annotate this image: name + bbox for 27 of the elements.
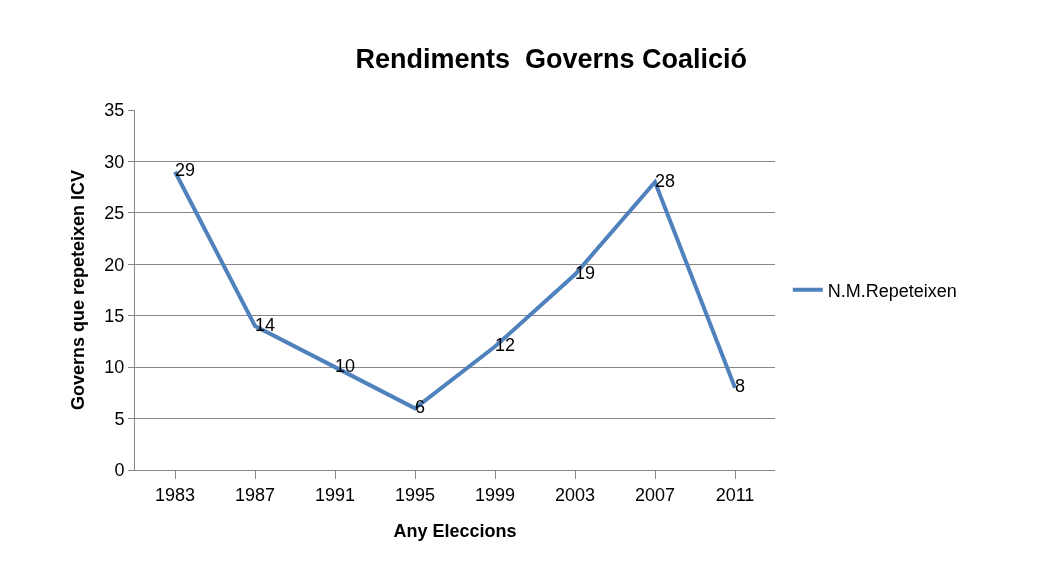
x-tick-label: 2007 xyxy=(634,484,676,505)
data-label: 10 xyxy=(335,355,356,376)
x-tick-label: 1999 xyxy=(474,484,516,505)
data-label: 19 xyxy=(575,263,596,284)
x-tick-label: 1991 xyxy=(314,484,356,505)
y-tick-label: 30 xyxy=(104,151,125,172)
y-tick-label: 0 xyxy=(114,460,125,481)
y-tick-label: 15 xyxy=(104,306,125,327)
y-tick-label: 5 xyxy=(114,408,125,429)
y-tick-label: 20 xyxy=(104,254,125,275)
x-tick-label: 1983 xyxy=(154,484,196,505)
data-label: 8 xyxy=(735,376,746,397)
data-label: 12 xyxy=(495,335,516,356)
data-label: 29 xyxy=(175,160,196,181)
y-tick-label: 35 xyxy=(104,100,125,121)
x-tick-label: 1987 xyxy=(234,484,276,505)
x-tick-label: 1995 xyxy=(394,484,436,505)
x-tick-label: 2003 xyxy=(554,484,596,505)
x-axis-title: Any Eleccions xyxy=(393,520,517,541)
y-tick-label: 25 xyxy=(104,203,125,224)
data-label: 28 xyxy=(655,170,676,191)
legend-label: N.M.Repeteixen xyxy=(827,280,957,301)
chart-title: Rendiments Governs Coalició xyxy=(355,44,747,75)
y-tick-label: 10 xyxy=(104,357,125,378)
y-axis-title: Governs que repeteixen ICV xyxy=(67,169,88,411)
data-label: 14 xyxy=(255,314,276,335)
x-tick-label: 2011 xyxy=(715,484,755,505)
